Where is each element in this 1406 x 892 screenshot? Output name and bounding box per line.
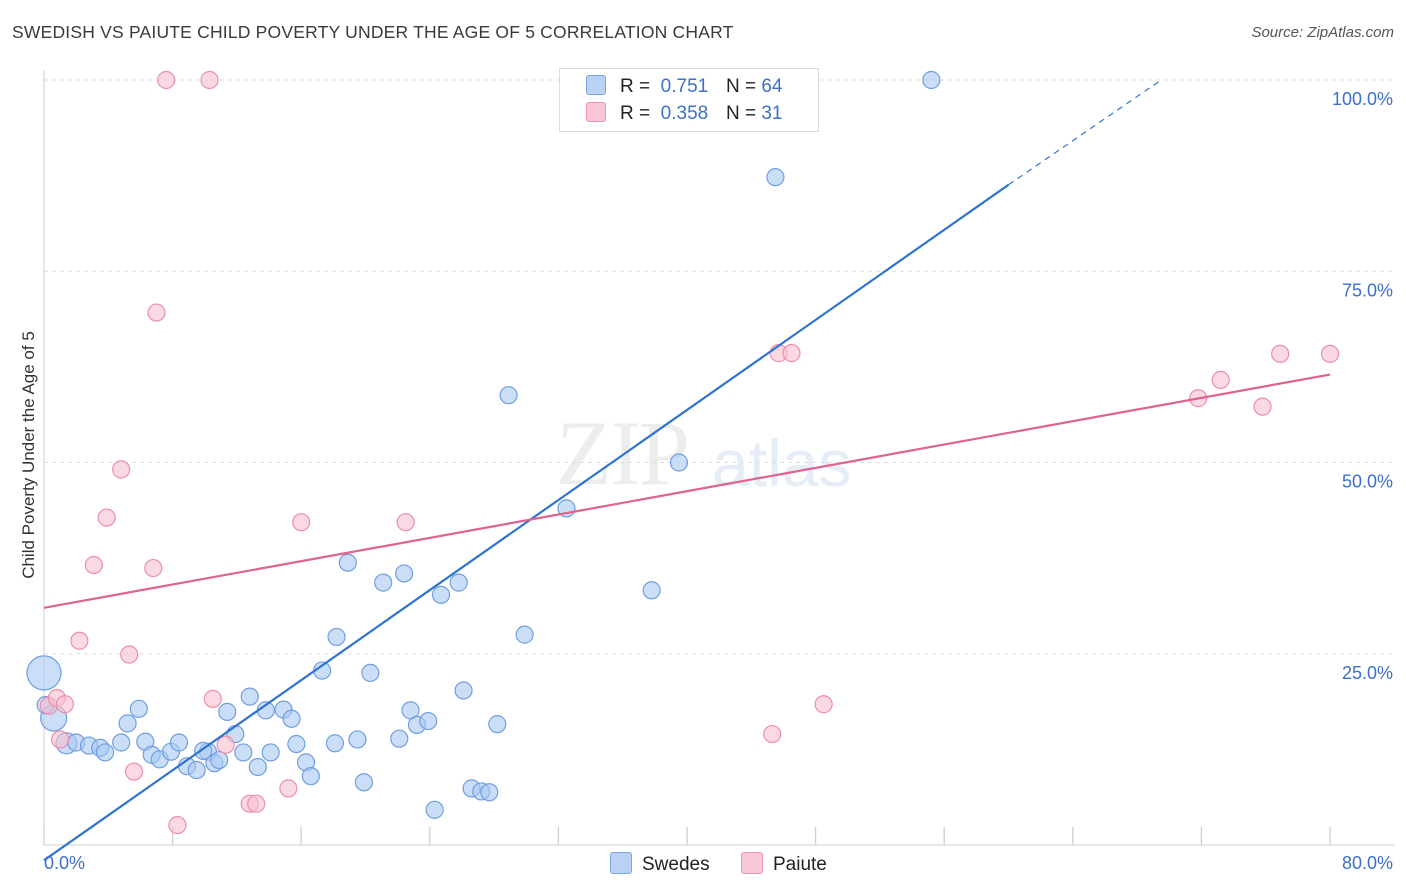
swedes-trend-line xyxy=(43,183,1010,862)
swedes-point xyxy=(642,581,661,600)
swedes-point xyxy=(118,714,137,733)
paiute-point xyxy=(84,555,103,575)
legend-row-swedes: R = 0.751 N = 64 xyxy=(586,75,782,98)
paiute-point xyxy=(144,558,163,578)
chart-title: SWEDISH VS PAIUTE CHILD POVERTY UNDER TH… xyxy=(12,22,734,42)
swedes-r-value: 0.751 xyxy=(660,76,709,97)
paiute-point xyxy=(814,695,833,714)
swedes-r-label: R = xyxy=(620,76,651,97)
swedes-point xyxy=(454,681,473,700)
paiute-swatch-icon xyxy=(586,102,606,122)
paiute-point xyxy=(782,344,801,363)
paiute-point xyxy=(1253,397,1272,416)
paiute-point xyxy=(55,695,74,714)
stats-legend: R = 0.751 N = 64 R = 0.358 N = 31 xyxy=(559,68,819,132)
swedes-point xyxy=(301,767,320,786)
swedes-point xyxy=(210,750,229,770)
swedes-point xyxy=(26,655,62,691)
x-tick-label-min: 0.0% xyxy=(44,853,85,873)
paiute-trend-line xyxy=(43,373,1331,609)
paiute-point xyxy=(157,70,176,90)
swedes-swatch-icon xyxy=(586,75,606,95)
swedes-point xyxy=(390,729,409,748)
paiute-point xyxy=(279,779,298,798)
swedes-point xyxy=(327,627,346,647)
swedes-point xyxy=(425,800,444,819)
swedes-point xyxy=(95,743,115,762)
swedes-point xyxy=(282,709,301,728)
swedes-point xyxy=(449,573,468,592)
paiute-point xyxy=(50,730,70,749)
x-tick-label-max: 80.0% xyxy=(1342,853,1393,873)
paiute-point xyxy=(200,70,219,90)
paiute-point xyxy=(292,513,311,532)
swedes-trend-line-extension xyxy=(1008,79,1162,186)
paiute-n-label: N = xyxy=(725,103,757,124)
swedes-n-value: 64 xyxy=(761,76,783,97)
paiute-point xyxy=(124,762,144,781)
paiute-point xyxy=(168,816,187,835)
swedes-point xyxy=(240,687,259,706)
swedes-point xyxy=(338,553,357,572)
bottom-legend-swedes: Swedes xyxy=(610,852,710,876)
y-tick-label: 100.0% xyxy=(1332,89,1393,109)
paiute-r-value: 0.358 xyxy=(660,103,709,124)
swedes-point xyxy=(325,734,345,753)
swedes-n-label: N = xyxy=(725,76,757,97)
bottom-legend-paiute: Paiute xyxy=(741,852,827,876)
swedes-point xyxy=(248,757,267,777)
swedes-point xyxy=(348,730,367,749)
paiute-point xyxy=(1271,344,1290,363)
swedes-point xyxy=(515,625,534,644)
swedes-point xyxy=(129,699,148,718)
paiute-r-label: R = xyxy=(620,103,651,124)
swedes-point xyxy=(261,743,280,762)
paiute-legend-label: Paiute xyxy=(773,854,827,875)
y-axis-label: Child Poverty Under the Age of 5 xyxy=(19,331,38,579)
paiute-point xyxy=(1211,370,1230,389)
paiute-point xyxy=(147,303,166,322)
paiute-point xyxy=(763,724,782,744)
paiute-point xyxy=(216,735,235,754)
paiute-point xyxy=(396,513,415,532)
paiute-point xyxy=(247,794,266,813)
y-tick-label: 75.0% xyxy=(1342,280,1393,300)
swedes-legend-label: Swedes xyxy=(642,854,710,875)
y-tick-label: 25.0% xyxy=(1342,663,1393,683)
paiute-point xyxy=(1320,344,1340,363)
swedes-point xyxy=(361,663,380,682)
swedes-point xyxy=(394,564,414,583)
swedes-point xyxy=(234,743,253,762)
swedes-point xyxy=(499,386,518,405)
swedes-point xyxy=(218,702,237,721)
swedes-point xyxy=(287,734,306,754)
swedes-point xyxy=(374,573,393,592)
swedes-point xyxy=(480,783,499,802)
paiute-point xyxy=(112,460,131,479)
paiute-point xyxy=(97,508,116,527)
swedes-point xyxy=(169,733,189,752)
paiute-n-value: 31 xyxy=(761,103,783,124)
paiute-point xyxy=(120,645,139,664)
swedes-point xyxy=(112,733,131,752)
swedes-point xyxy=(354,773,373,792)
swedes-point xyxy=(766,168,785,187)
swedes-legend-icon xyxy=(610,852,632,874)
swedes-point xyxy=(431,585,451,604)
swedes-point xyxy=(419,711,438,731)
paiute-point xyxy=(203,689,222,708)
legend-row-paiute: R = 0.358 N = 31 xyxy=(586,102,782,125)
swedes-point xyxy=(922,70,941,90)
y-tick-label: 50.0% xyxy=(1342,472,1393,492)
swedes-point xyxy=(187,760,206,780)
paiute-legend-icon xyxy=(741,852,763,874)
paiute-point xyxy=(70,631,89,650)
swedes-point xyxy=(669,453,689,472)
swedes-point xyxy=(488,715,507,734)
chart-source: Source: ZipAtlas.com xyxy=(1251,24,1394,41)
